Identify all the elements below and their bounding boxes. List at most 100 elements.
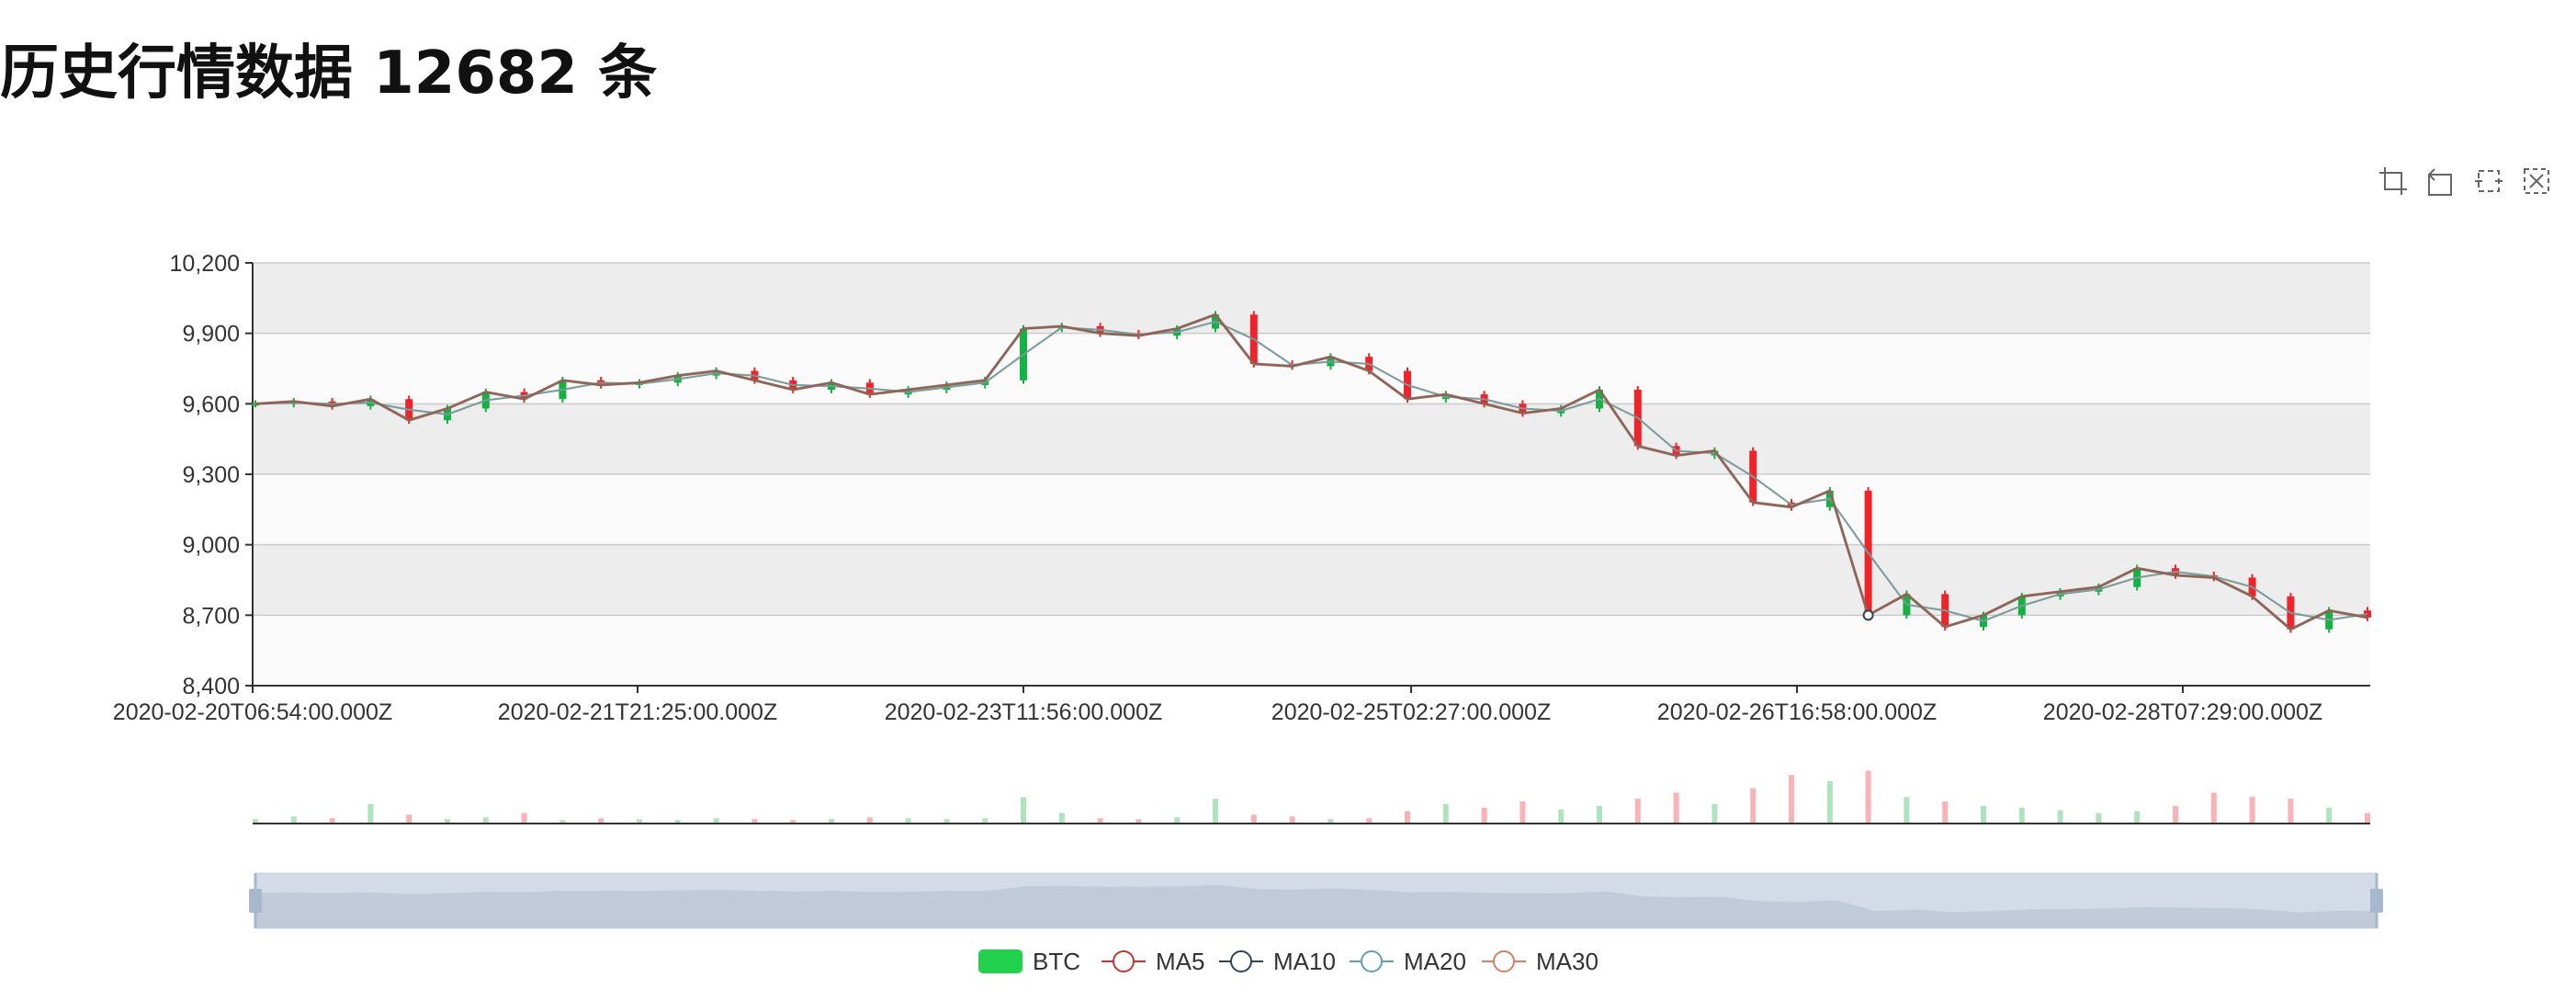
legend-candle-icon bbox=[978, 949, 1022, 973]
plot-band bbox=[253, 263, 2370, 334]
volume-bars bbox=[253, 770, 2370, 824]
volume-bar bbox=[2326, 807, 2333, 824]
plot-background bbox=[253, 263, 2370, 686]
volume-bar bbox=[713, 818, 719, 824]
volume-bar bbox=[1520, 801, 1526, 824]
volume-bar bbox=[751, 819, 758, 824]
volume-bar bbox=[866, 817, 873, 824]
y-tick-label: 9,000 bbox=[182, 533, 240, 559]
page-title: 历史行情数据 12682 条 bbox=[0, 40, 658, 108]
x-tick-label: 2020-02-21T21:25:00.000Z bbox=[498, 699, 777, 725]
legend-line-icon bbox=[1219, 950, 1263, 972]
volume-bar bbox=[1135, 819, 1142, 824]
y-tick-label: 9,300 bbox=[182, 462, 240, 488]
ma20-line bbox=[254, 320, 2368, 622]
legend-item-ma30[interactable]: MA30 bbox=[1481, 945, 1599, 978]
legend-item-ma20[interactable]: MA20 bbox=[1349, 945, 1466, 978]
volume-bar bbox=[1174, 817, 1181, 824]
volume-bar bbox=[2134, 811, 2141, 824]
legend-line-icon bbox=[1350, 950, 1394, 972]
zoom-reset-icon[interactable] bbox=[2425, 165, 2457, 197]
volume-bar bbox=[1328, 819, 1334, 824]
legend-line-icon bbox=[1482, 950, 1526, 972]
plot-band bbox=[253, 403, 2370, 474]
volume-bar bbox=[1904, 797, 1910, 824]
y-tick-label: 9,600 bbox=[182, 392, 240, 417]
restore-icon[interactable] bbox=[2473, 165, 2504, 197]
volume-bar bbox=[674, 820, 681, 824]
volume-bar bbox=[2249, 797, 2255, 824]
y-tick-label: 8,700 bbox=[182, 603, 240, 629]
volume-bar bbox=[482, 817, 489, 824]
data-zoom-right-handle[interactable] bbox=[2370, 889, 2383, 913]
volume-bar bbox=[1213, 799, 1218, 824]
volume-bar bbox=[406, 814, 412, 824]
data-zoom-preview bbox=[255, 884, 2377, 928]
volume-bar bbox=[2365, 812, 2370, 824]
volume-bar bbox=[1789, 775, 1794, 824]
volume-bar bbox=[637, 819, 642, 824]
y-tick-label: 9,900 bbox=[182, 322, 240, 347]
legend-label: MA30 bbox=[1536, 947, 1599, 975]
volume-bar bbox=[1750, 788, 1757, 824]
legend-label: BTC bbox=[1033, 947, 1080, 975]
y-tick-label: 10,200 bbox=[170, 251, 240, 277]
volume-bar bbox=[2018, 807, 2025, 824]
zoom-icon[interactable] bbox=[2378, 165, 2409, 197]
plot-band bbox=[253, 474, 2370, 545]
volume-bar bbox=[1712, 803, 1718, 824]
volume-bar bbox=[1558, 809, 1565, 824]
volume-bar bbox=[559, 820, 566, 824]
volume-bar bbox=[905, 818, 911, 824]
hover-marker bbox=[1862, 609, 1874, 621]
legend-label: MA10 bbox=[1273, 947, 1336, 975]
plot-band bbox=[253, 544, 2370, 616]
volume-bar bbox=[445, 819, 450, 824]
volume-bar bbox=[982, 818, 989, 824]
plot-band bbox=[253, 333, 2370, 404]
volume-bar bbox=[829, 819, 834, 824]
data-zoom-slider[interactable] bbox=[249, 872, 2383, 929]
volume-bar bbox=[290, 816, 297, 824]
x-tick-label: 2020-02-28T07:29:00.000Z bbox=[2043, 699, 2322, 725]
volume-bar bbox=[1981, 805, 1986, 824]
volume-bar bbox=[253, 819, 258, 824]
volume-bar bbox=[1481, 807, 1487, 824]
y-tick-label: 8,400 bbox=[182, 674, 240, 699]
volume-bar bbox=[1405, 811, 1410, 824]
volume-bar bbox=[1826, 780, 1833, 824]
volume-bar bbox=[1097, 818, 1103, 824]
volume-bar bbox=[1289, 816, 1295, 824]
volume-bar bbox=[2096, 812, 2102, 824]
volume-bar bbox=[1366, 818, 1373, 824]
x-tick-label: 2020-02-25T02:27:00.000Z bbox=[1271, 699, 1551, 725]
x-axis: 2020-02-20T06:54:00.000Z 2020-02-21T21:25… bbox=[113, 685, 2370, 725]
brush-clear-icon[interactable] bbox=[2521, 165, 2552, 197]
volume-bar bbox=[521, 812, 527, 824]
volume-bar bbox=[943, 819, 950, 824]
legend-item-ma10[interactable]: MA10 bbox=[1218, 945, 1336, 978]
legend-item-btc[interactable]: BTC bbox=[977, 945, 1080, 978]
x-tick-label: 2020-02-20T06:54:00.000Z bbox=[113, 699, 392, 725]
volume-bar bbox=[790, 820, 797, 824]
volume-bar bbox=[329, 818, 335, 824]
plot-band bbox=[253, 615, 2370, 686]
volume-bar bbox=[2210, 792, 2217, 824]
data-zoom-left-handle[interactable] bbox=[249, 889, 262, 913]
legend-label: MA5 bbox=[1156, 947, 1205, 975]
volume-bar bbox=[1021, 797, 1026, 824]
volume-bar bbox=[1597, 805, 1602, 824]
x-tick-label: 2020-02-23T11:56:00.000Z bbox=[885, 699, 1163, 725]
candle-body bbox=[252, 403, 259, 406]
volume-bar bbox=[1250, 814, 1257, 824]
volume-bar bbox=[2057, 810, 2063, 824]
volume-bar bbox=[1673, 792, 1679, 824]
x-tick-label: 2020-02-26T16:58:00.000Z bbox=[1657, 699, 1937, 725]
legend-label: MA20 bbox=[1404, 947, 1466, 975]
price-line bbox=[254, 312, 2368, 631]
legend-item-ma5[interactable]: MA5 bbox=[1101, 945, 1204, 978]
volume-bar bbox=[598, 818, 604, 824]
volume-bar bbox=[1442, 803, 1449, 824]
volume-bar bbox=[1865, 770, 1871, 824]
